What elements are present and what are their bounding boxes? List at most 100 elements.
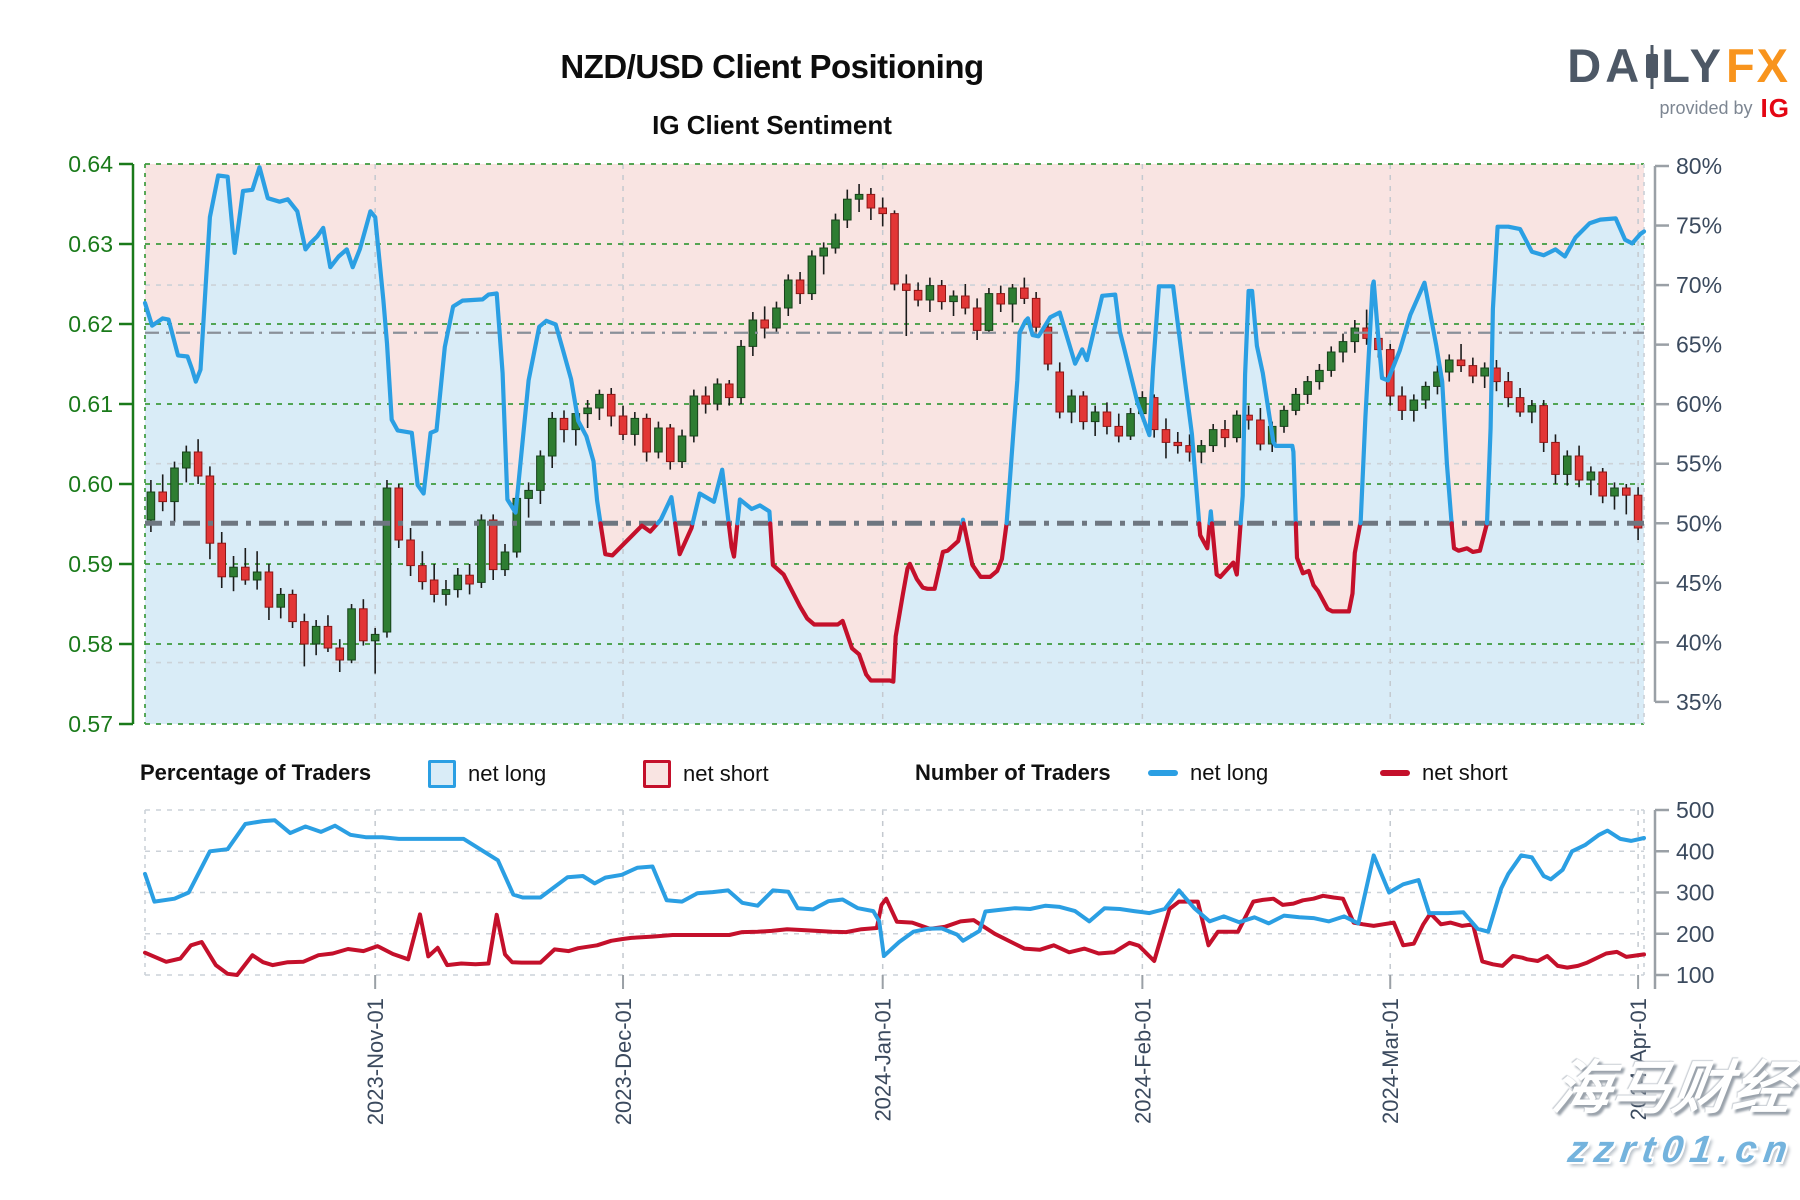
candle-bullish: [1303, 381, 1312, 395]
candle-bearish: [323, 625, 333, 649]
candle-bearish: [701, 395, 710, 405]
pct-tick-label: 35%: [1676, 689, 1722, 715]
pct-tick-label: 65%: [1676, 332, 1722, 358]
candle-bearish: [1503, 381, 1513, 399]
candle-bullish: [854, 193, 864, 200]
price-tick-label: 0.59: [68, 551, 113, 577]
net-long-pct-line: [690, 467, 731, 526]
candle-bullish: [536, 455, 545, 491]
net-short-line-swatch: [1380, 770, 1410, 776]
candle-bearish: [300, 621, 309, 645]
watermark-url-text: zzrt01.cn: [1565, 1129, 1798, 1171]
net-long-pct-line: [1207, 509, 1215, 526]
candle-bearish: [642, 417, 651, 453]
candle-bullish: [1350, 327, 1360, 343]
candle-bearish: [264, 571, 274, 608]
logo-daily-part1: DA: [1567, 39, 1644, 92]
candle-bullish: [1279, 409, 1289, 427]
watermark: 海马财经 zzrt01.cn: [1549, 1041, 1798, 1172]
candle-bearish: [335, 647, 345, 661]
candle-bullish: [252, 571, 262, 581]
pct-tick-label: 70%: [1676, 272, 1722, 298]
net-short-pct-line: [726, 521, 740, 559]
logo-daily-part2: LY: [1661, 39, 1725, 92]
candle-bearish: [1539, 405, 1548, 443]
candle-bullish: [500, 551, 510, 571]
count-tick-label: 400: [1676, 838, 1714, 864]
price-tick-label: 0.58: [68, 631, 113, 657]
candle-bearish: [559, 417, 569, 431]
candle-bullish: [1315, 369, 1324, 383]
price-tick-label: 0.64: [68, 151, 113, 177]
candle-bullish: [1208, 429, 1218, 447]
candle-bearish: [972, 307, 982, 331]
logo-candlestick-icon: [1646, 45, 1659, 89]
candle-bullish: [311, 625, 321, 645]
candle-bearish: [193, 451, 203, 477]
price-tick-label: 0.60: [68, 471, 113, 497]
net-long-pct-line: [142, 165, 603, 526]
candle-bullish: [925, 285, 935, 301]
net-short-pct-line: [961, 521, 1009, 580]
candle-bearish: [878, 207, 887, 215]
candle-bullish: [1610, 487, 1619, 497]
candle-bearish: [359, 608, 368, 642]
candle-bullish: [736, 345, 746, 399]
legend-number-title: Number of Traders: [915, 760, 1111, 785]
price-tick-label: 0.57: [68, 711, 113, 737]
sentiment-area-fills: [145, 164, 1644, 724]
candle-bullish: [146, 491, 156, 521]
candle-bearish: [606, 393, 616, 417]
candle-bearish: [1256, 419, 1265, 445]
chart-subtitle: IG Client Sentiment: [652, 110, 892, 140]
candle-bullish: [1421, 385, 1430, 401]
candle-bearish: [1551, 441, 1560, 475]
pct-tick-label: 45%: [1676, 570, 1722, 596]
main-axes: 0.57 0.58 0.59 0.60 0.61 0.62 0.63 0.64 35% 40% 45…: [68, 151, 1722, 737]
candle-bearish: [241, 566, 250, 581]
candle-bearish: [1574, 455, 1584, 481]
candle-bearish: [1114, 425, 1124, 437]
net-short-pct-line: [1197, 521, 1212, 551]
candle-bearish: [937, 285, 947, 303]
pct-tick-label: 40%: [1676, 629, 1722, 655]
candle-bearish: [795, 279, 805, 295]
candle-bearish: [394, 487, 404, 541]
candle-bearish: [1055, 371, 1065, 413]
candle-bearish: [1397, 395, 1407, 411]
candles-layer: [146, 184, 1643, 674]
candle-bullish: [1326, 351, 1336, 371]
page-title: NZD/USD Client Positioning: [560, 48, 984, 85]
date-tick-label: 2024-Mar-01: [1378, 998, 1403, 1124]
candle-bullish: [819, 247, 828, 257]
net-long-line-swatch: [1148, 770, 1178, 776]
candle-bearish: [465, 574, 474, 585]
net-short-count-line: [143, 893, 1646, 977]
net-long-majority-fill: [145, 167, 1644, 724]
reference-lines: [145, 331, 1644, 526]
pct-tick-label: 55%: [1676, 451, 1722, 477]
candle-bullish: [182, 451, 191, 469]
candle-bullish: [453, 574, 463, 591]
lower-chart: 100 200 300 400 500: [143, 797, 1714, 989]
candle-bullish: [441, 589, 451, 595]
legend-pct-net-short: net short: [643, 760, 769, 788]
candle-bullish: [1444, 359, 1454, 373]
candle-bullish: [630, 417, 640, 435]
count-tick-label: 300: [1676, 880, 1714, 906]
candle-bullish: [1409, 399, 1419, 411]
candle-bearish: [1020, 287, 1029, 299]
candle-bullish: [1090, 411, 1100, 423]
candle-bearish: [1173, 441, 1183, 447]
candle-bullish: [347, 608, 356, 661]
price-tick-label: 0.63: [68, 231, 113, 257]
candle-bullish: [1067, 395, 1076, 413]
candle-bullish: [1480, 367, 1489, 377]
candle-bearish: [429, 579, 439, 595]
logo-fx: FX: [1725, 39, 1790, 92]
candle-bullish: [477, 519, 486, 583]
legend-pct-net-long: net long: [428, 760, 546, 788]
candle-bullish: [1527, 405, 1537, 413]
net-long-pct-line: [735, 497, 773, 526]
